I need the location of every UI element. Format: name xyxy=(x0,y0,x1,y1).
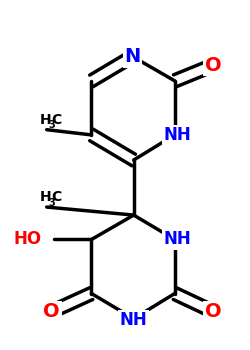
Text: C: C xyxy=(52,113,62,127)
Text: O: O xyxy=(205,302,222,321)
Text: NH: NH xyxy=(120,312,148,329)
Text: C: C xyxy=(52,190,62,204)
Text: N: N xyxy=(124,47,140,66)
Text: NH: NH xyxy=(163,126,191,144)
Text: H: H xyxy=(40,113,51,127)
Text: H: H xyxy=(40,190,51,204)
Text: O: O xyxy=(205,56,222,75)
Text: 3: 3 xyxy=(49,197,56,208)
Text: NH: NH xyxy=(163,231,191,248)
Text: HO: HO xyxy=(14,231,42,248)
Text: 3: 3 xyxy=(49,120,56,130)
Text: O: O xyxy=(43,302,60,321)
